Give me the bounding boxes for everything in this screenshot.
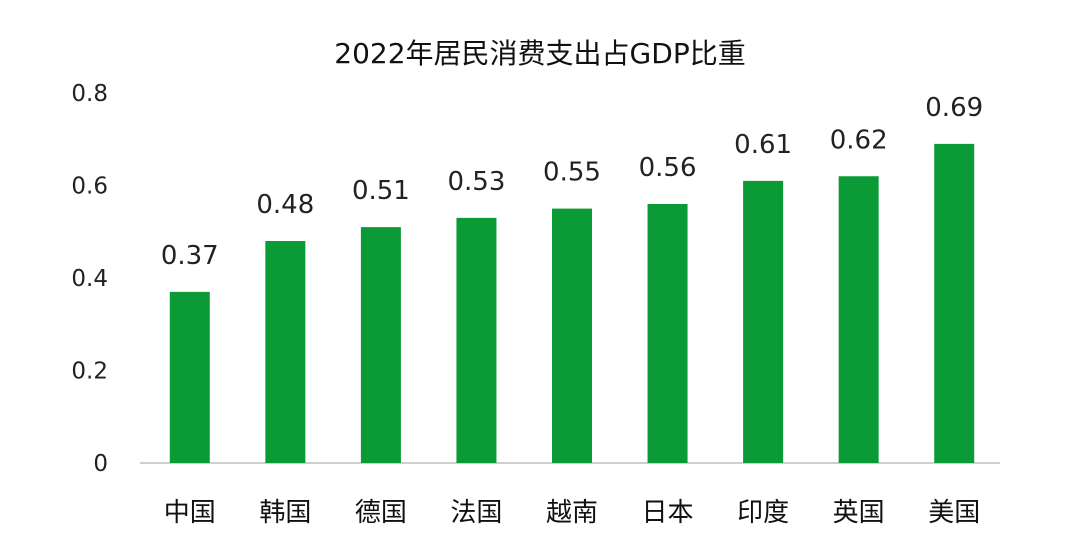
category-label: 法国	[450, 498, 502, 528]
data-label: 0.53	[447, 167, 505, 197]
y-tick-label: 0	[93, 451, 108, 477]
data-label: 0.37	[161, 241, 219, 271]
category-label: 日本	[642, 498, 694, 528]
category-labels-group: 中国 韩国 德国 法国 越南 日本 印度 英国 美国	[164, 498, 980, 528]
data-label: 0.61	[734, 130, 792, 160]
category-label: 中国	[164, 498, 216, 528]
data-label: 0.56	[639, 153, 697, 183]
bar	[456, 217, 497, 463]
data-label: 0.51	[352, 176, 410, 206]
bar	[647, 204, 688, 463]
y-tick-label: 0.8	[71, 81, 108, 107]
bar	[838, 176, 879, 463]
bars-group	[169, 143, 975, 463]
category-label: 越南	[546, 498, 598, 528]
bar	[169, 291, 210, 463]
y-tick-label: 0.4	[71, 266, 108, 292]
category-label: 英国	[833, 498, 885, 528]
y-tick-label: 0.2	[71, 359, 108, 385]
y-tick-label: 0.6	[71, 174, 108, 200]
category-label: 韩国	[259, 498, 311, 528]
chart-title: 2022年居民消费支出占GDP比重	[334, 37, 745, 70]
data-label: 0.62	[830, 125, 888, 155]
bar	[360, 227, 401, 463]
bar	[265, 241, 306, 463]
category-label: 印度	[737, 498, 789, 528]
data-labels-group: 0.37 0.48 0.51 0.53 0.55 0.56 0.61 0.62 0.69	[161, 93, 983, 271]
bar	[934, 143, 975, 463]
data-label: 0.48	[256, 190, 314, 220]
category-label: 德国	[355, 498, 407, 528]
data-label: 0.69	[925, 93, 983, 123]
bar	[743, 180, 784, 463]
data-label: 0.55	[543, 158, 601, 188]
y-axis-ticks: 0 0.2 0.4 0.6 0.8	[71, 81, 108, 477]
bar	[552, 208, 592, 463]
category-label: 美国	[928, 498, 980, 528]
